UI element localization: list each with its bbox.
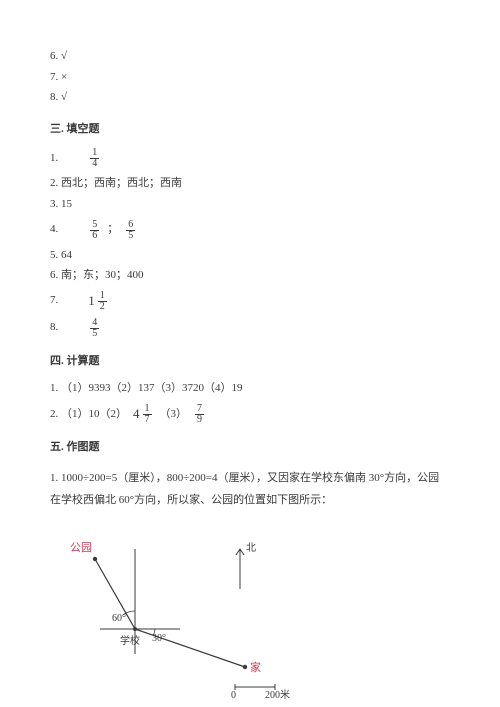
s4-q2-mid: （3） [160,406,188,424]
home-label: 家 [250,660,261,674]
s3-q6: 6. 南；东；30；400 [50,267,450,285]
section5-title: 五. 作图题 [50,439,450,457]
s3-q4-sep: ； [107,221,118,239]
s3-q8-frac: 4 5 [90,318,99,339]
s3-q4-fracA-n: 5 [90,220,99,230]
park-label: 公园 [70,541,92,554]
prelim-item-6: 6. √ [50,48,450,66]
s4-q2-prefix: 2. （1）10（2） [50,406,127,424]
s4-q2: 2. （1）10（2） 4 1 7 （3） 7 9 [50,404,450,425]
s3-q4: 4. 5 6 ； 6 5 [50,220,450,241]
s4-q2-mixed-d: 7 [143,414,152,425]
s4-q2-mixed: 4 1 7 [133,404,154,425]
s3-q1-num: 1. [50,150,58,168]
direction-diagram: 公园 家 学校 北 60° 30° 0 200米 [60,529,320,699]
home-dot [243,664,247,668]
s3-q4-fracB-d: 5 [126,230,135,241]
section3-title: 三. 填空题 [50,121,450,139]
s3-q8: 8. 4 5 [50,318,450,339]
scale-200-label: 200米 [265,688,290,699]
scale-0-label: 0 [231,690,236,699]
s3-q4-fracB: 6 5 [126,220,135,241]
s3-q8-num: 8. [50,319,58,337]
school-dot [133,627,137,631]
school-label: 学校 [120,634,140,647]
s3-q5: 5. 64 [50,247,450,265]
s3-q1-frac: 1 4 [90,148,99,169]
s3-q7-frac-d: 2 [98,301,107,312]
diagram-container: 公园 家 学校 北 60° 30° 0 200米 [60,529,450,706]
s3-q4-fracB-n: 6 [126,220,135,230]
prelim-item-8: 8. √ [50,89,450,107]
angle30-label: 30° [152,633,166,644]
s3-q2: 2. 西北；西南；西北；西南 [50,175,450,193]
s3-q1: 1. 1 4 [50,148,450,169]
s5-para: 1. 1000÷200=5（厘米），800÷200=4（厘米），又因家在学校东偏… [50,467,450,511]
s3-q8-frac-d: 5 [90,328,99,339]
s3-q7-whole: 1 [88,291,95,312]
s3-q1-frac-d: 4 [90,158,99,169]
s3-q4-fracA: 5 6 [90,220,99,241]
s4-q2-frac: 7 9 [195,404,204,425]
s3-q7-mixed: 1 1 2 [88,291,109,312]
s3-q7-num: 7. [50,292,58,310]
s4-q2-mixed-n: 1 [143,404,152,414]
s4-q2-frac-n: 7 [195,404,204,414]
s3-q4-num: 4. [50,221,58,239]
s3-q4-fracA-d: 6 [90,230,99,241]
angle60-label: 60° [112,613,126,624]
north-label: 北 [246,542,256,554]
s4-q1: 1. （1）9393（2）137（3）3720（4）19 [50,380,450,398]
park-dot [93,556,97,560]
s3-q8-frac-n: 4 [90,318,99,328]
section4-title: 四. 计算题 [50,353,450,371]
prelim-item-7: 7. × [50,69,450,87]
s3-q3: 3. 15 [50,196,450,214]
s4-q2-whole: 4 [133,404,140,425]
s3-q1-frac-n: 1 [90,148,99,158]
s3-q7-frac-n: 1 [98,291,107,301]
s3-q7: 7. 1 1 2 [50,291,450,312]
s4-q2-frac-d: 9 [195,414,204,425]
